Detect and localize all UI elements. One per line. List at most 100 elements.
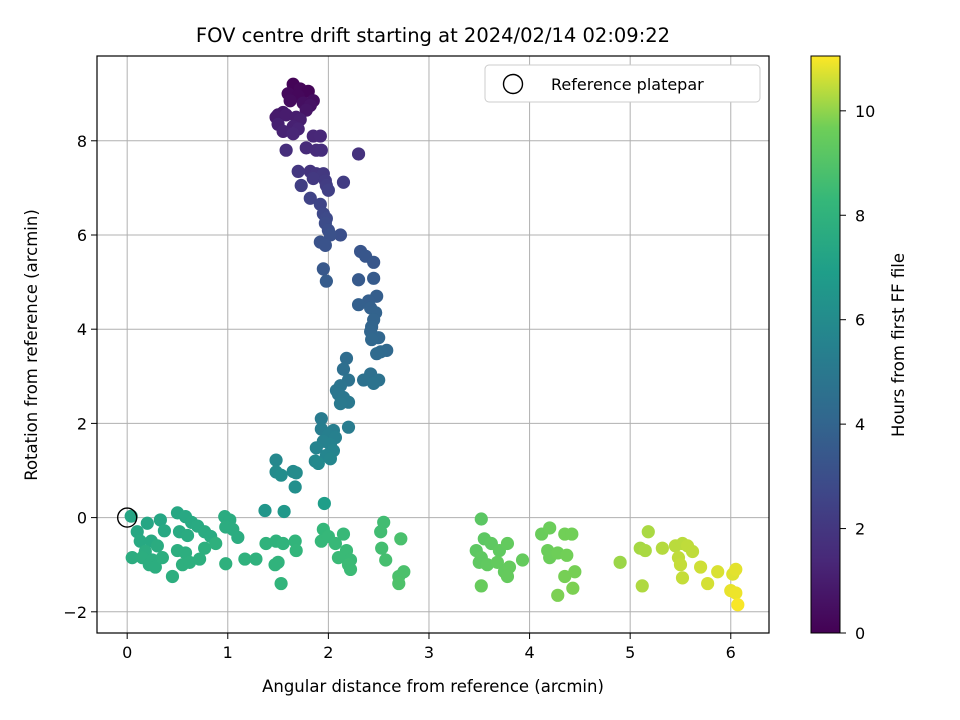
scatter-point: [565, 527, 579, 541]
y-tick-label: 8: [77, 132, 87, 151]
legend-open-circle-marker: [502, 73, 524, 95]
scatter-point: [258, 503, 272, 518]
scatter-point: [673, 558, 688, 572]
scatter-point: [249, 552, 263, 566]
scatter-point: [157, 524, 172, 538]
scatter-point: [148, 560, 162, 574]
scatter-point: [316, 262, 330, 276]
x-tick-label: 1: [223, 643, 233, 662]
scatter-point: [286, 127, 300, 141]
colorbar-tick-label: 10: [855, 102, 875, 121]
scatter-point: [731, 598, 745, 612]
legend: Reference platepar: [484, 64, 761, 103]
scatter-point: [356, 373, 371, 387]
scatter-point: [729, 562, 743, 577]
scatter-point: [279, 108, 293, 122]
scatter-point: [367, 376, 381, 390]
scatter-point: [675, 571, 690, 585]
scatter-point: [288, 480, 302, 494]
scatter-point: [313, 129, 327, 143]
scatter-point: [500, 536, 515, 551]
scatter-point: [269, 453, 283, 467]
scatter-point: [551, 588, 565, 602]
y-tick-label: 4: [77, 320, 87, 339]
x-tick-label: 0: [122, 643, 132, 662]
scatter-point: [323, 228, 337, 242]
colorbar-tick-label: 8: [855, 206, 865, 225]
colorbar-label: Hours from first FF file: [889, 253, 908, 437]
scatter-point: [276, 536, 290, 551]
scatter-point: [289, 466, 303, 480]
scatter-point: [314, 412, 328, 426]
scatter-point: [140, 516, 154, 530]
scatter-point: [641, 525, 655, 539]
scatter-point: [317, 496, 331, 511]
scatter-point: [303, 191, 317, 205]
scatter-point: [276, 124, 290, 138]
scatter-point: [328, 536, 343, 551]
scatter-point: [480, 558, 494, 572]
scatter-point: [351, 147, 366, 161]
colorbar: 0 2 4 6 8 10 Hours from first FF file: [810, 55, 908, 643]
scatter-point: [279, 143, 293, 157]
y-axis-label: Rotation from reference (arcmin): [22, 209, 41, 481]
scatter-point: [500, 569, 515, 584]
scatter-point: [155, 551, 169, 565]
y-axis: −2 0 2 4 6 8: [63, 132, 97, 622]
scatter-point: [566, 581, 580, 595]
scatter-point: [268, 558, 282, 572]
scatter-point: [367, 255, 381, 269]
scatter-point: [515, 553, 530, 567]
scatter-point: [323, 452, 337, 466]
scatter-point: [193, 552, 207, 566]
legend-box: [484, 64, 761, 103]
scatter-point: [336, 362, 351, 376]
scatter-point: [133, 534, 147, 548]
scatter-point: [209, 536, 223, 551]
x-axis: 0 1 2 3 4 5 6: [122, 633, 736, 662]
scatter-point: [701, 576, 715, 591]
scatter-point: [125, 551, 139, 565]
scatter-point: [333, 228, 348, 242]
scatter-point: [124, 509, 138, 523]
scatter-point: [165, 569, 180, 584]
scatter-point: [394, 532, 408, 546]
scatter-point: [283, 94, 297, 108]
scatter-point: [365, 332, 379, 347]
scatter-point: [319, 274, 333, 288]
scatter-point: [291, 164, 305, 178]
scatter-point: [294, 178, 308, 193]
scatter-point: [238, 552, 252, 566]
scatter-point: [341, 420, 356, 434]
scatter-point: [318, 238, 332, 252]
scatter-point: [180, 528, 195, 543]
scatter-point: [343, 562, 358, 577]
y-tick-label: −2: [63, 603, 87, 622]
scatter-point: [231, 530, 245, 544]
scatter-point: [274, 576, 288, 591]
scatter-point: [729, 586, 743, 600]
scatter-point: [474, 579, 488, 593]
scatter-point: [490, 555, 504, 569]
scatter-point: [543, 521, 557, 535]
chart-title: FOV centre drift starting at 2024/02/14 …: [196, 24, 670, 47]
x-tick-label: 2: [323, 643, 333, 662]
scatter-point: [259, 536, 273, 551]
grid: [97, 56, 769, 633]
scatter-point: [379, 553, 393, 567]
plot-frame: [96, 55, 770, 634]
scatter-point: [277, 504, 291, 519]
scatter-point: [693, 560, 708, 574]
scatter-point: [685, 544, 700, 559]
x-tick-label: 6: [726, 643, 736, 662]
colorbar-tick-label: 4: [855, 415, 865, 434]
scatter-point: [289, 543, 303, 558]
scatter-point: [314, 143, 328, 157]
scatter-point: [182, 555, 197, 569]
scatter-point: [351, 273, 366, 287]
scatter-point: [306, 171, 320, 186]
scatter-point: [153, 513, 167, 527]
colorbar-tick-label: 6: [855, 311, 865, 330]
legend-label: Reference platepar: [551, 75, 704, 94]
